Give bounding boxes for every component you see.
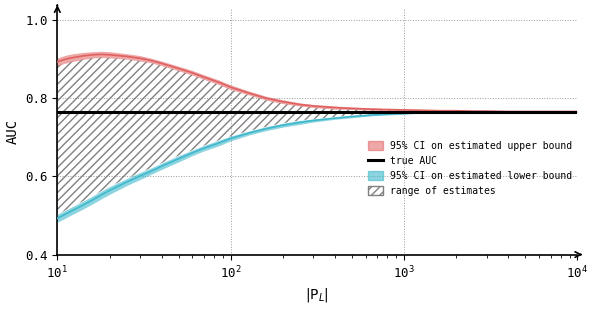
- Legend: 95% CI on estimated upper bound, true AUC, 95% CI on estimated lower bound, rang: 95% CI on estimated upper bound, true AU…: [368, 141, 573, 196]
- X-axis label: $|\mathcal{P}_L|$: $|\mathcal{P}_L|$: [305, 286, 329, 304]
- Y-axis label: AUC: AUC: [5, 119, 20, 144]
